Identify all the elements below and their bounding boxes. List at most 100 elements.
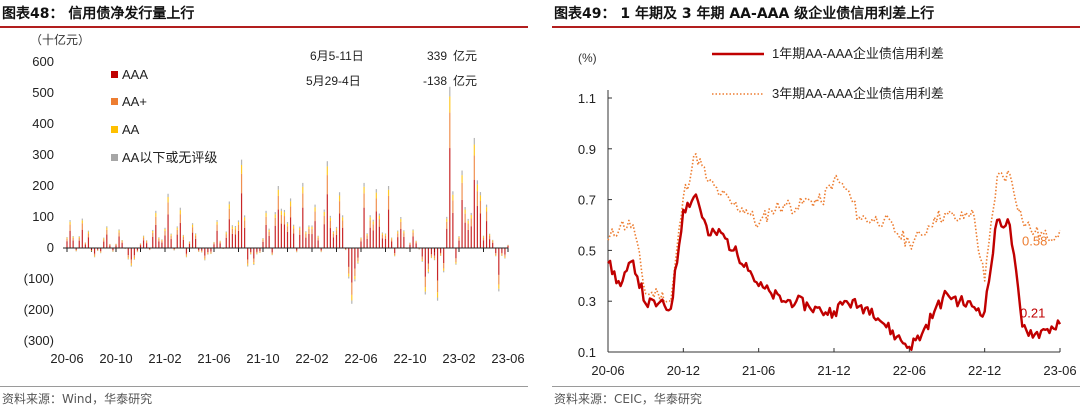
bar-segment-aaa: [127, 248, 129, 256]
bar-segment-aaa: [311, 234, 313, 248]
bar-segment-aa: [397, 231, 399, 234]
bar-segment-aa: [314, 207, 316, 212]
bar-segment-below-aa: [90, 251, 93, 252]
bar-segment-below-aa: [198, 251, 200, 253]
bar-segment-aa-plus: [170, 235, 172, 240]
bar-segment-below-aa: [455, 263, 457, 265]
bar-segment-aaa: [332, 237, 335, 248]
bar-segment-aaa: [93, 248, 96, 254]
bar-segment-aa-plus: [449, 112, 451, 149]
bar-segment-aaa: [366, 238, 368, 248]
bar-segment-aa-plus: [326, 175, 328, 195]
x-tick-label: 20-12: [667, 363, 700, 378]
y-tick-label: (300): [24, 333, 54, 348]
bar-segment-aaa: [118, 236, 120, 248]
bar-segment-below-aa: [476, 180, 478, 185]
bar-segment-aa-plus: [118, 232, 120, 237]
bar-segment-below-aa: [244, 215, 246, 218]
bar-segment-aa: [378, 215, 380, 220]
bar-segment-aa: [81, 220, 83, 224]
bar-segment-aa: [274, 214, 276, 218]
source-rule: [0, 386, 528, 387]
bar-segment-below-aa: [461, 170, 463, 176]
bar-segment-below-aa: [492, 239, 494, 241]
bar-segment-aa: [219, 241, 221, 242]
bar-segment-aa: [464, 209, 466, 214]
bar-segment-aaa: [412, 236, 414, 248]
bar-segment-below-aa: [191, 223, 194, 225]
bar-segment-aaa: [139, 245, 142, 248]
bar-segment-below-aa: [234, 225, 237, 228]
bar-segment-aaa: [485, 221, 488, 248]
bar-segment-aa: [436, 292, 439, 298]
bar-segment-aaa: [351, 248, 353, 283]
bar-segment-aaa: [179, 223, 181, 248]
bar-segment-aa-plus: [433, 255, 436, 259]
bar-segment-aaa: [271, 248, 273, 253]
bar-segment-aa: [188, 241, 191, 243]
bar-segment-aa: [498, 284, 500, 289]
bar-segment-below-aa: [400, 217, 402, 219]
bar-segment-aaa: [75, 248, 77, 250]
bar-segment-aaa: [155, 224, 157, 248]
bar-segment-aa: [433, 258, 436, 260]
bar-segment-below-aa: [369, 215, 371, 218]
bar-segment-below-aa: [436, 297, 439, 301]
bar-segment-aaa: [283, 224, 286, 248]
bar-segment-below-aa: [112, 251, 114, 252]
bar-segment-below-aa: [372, 219, 374, 222]
bar-segment-below-aa: [93, 256, 96, 258]
bar-segment-below-aa: [409, 242, 411, 244]
bar-segment-aa: [115, 243, 117, 245]
bar-segment-below-aa: [397, 230, 399, 232]
bar-segment-below-aa: [103, 237, 105, 239]
bar-segment-aaa: [342, 227, 344, 248]
bar-segment-aaa: [299, 234, 301, 248]
bar-segment-aa: [299, 227, 301, 231]
bar-segment-aa: [485, 207, 488, 212]
y-tick-label: 600: [32, 54, 54, 69]
bar-segment-below-aa: [378, 213, 380, 216]
bar-segment-aa-plus: [161, 240, 163, 243]
bar-segment-aa-plus: [372, 224, 374, 231]
bar-segment-below-aa: [130, 265, 132, 267]
bar-segment-aa-plus: [335, 230, 338, 235]
bar-segment-below-aa: [256, 253, 258, 255]
x-tick-label: 21-10: [246, 351, 279, 366]
bar-segment-aa-plus: [436, 280, 439, 293]
bar-segment-below-aa: [195, 233, 197, 235]
bar-segment-aaa: [237, 230, 240, 248]
bar-segment-below-aa: [201, 252, 203, 253]
bar-segment-aaa: [195, 238, 197, 248]
bar-segment-below-aa: [161, 239, 163, 240]
bar-segment-aaa: [308, 234, 310, 248]
bar-segment-aaa: [470, 226, 472, 248]
x-tick-label: 22-10: [393, 351, 426, 366]
bar-segment-below-aa: [482, 235, 485, 237]
bar-segment-aaa: [149, 248, 151, 250]
bar-segment-aa: [164, 228, 166, 232]
bar-segment-aaa: [188, 243, 191, 248]
bar-segment-aa-plus: [271, 252, 273, 254]
bar-segment-aa-plus: [299, 230, 301, 235]
legend-label: AA+: [122, 94, 147, 109]
bar-segment-aa-plus: [72, 237, 74, 241]
bar-segment-aaa: [158, 241, 160, 248]
bar-segment-aa-plus: [185, 253, 188, 256]
bar-segment-aa: [311, 226, 313, 230]
bar-segment-aa-plus: [452, 200, 454, 213]
bar-segment-aa-plus: [485, 211, 488, 222]
series-line-1y: [607, 193, 1062, 351]
bar-segment-aa: [357, 261, 359, 263]
bar-segment-aa: [326, 166, 328, 176]
bar-segment-below-aa: [366, 233, 368, 235]
bar-segment-aa: [240, 164, 243, 174]
bar-segment-aa-plus: [133, 255, 135, 258]
bar-segment-below-aa: [139, 243, 142, 244]
bar-segment-aa-plus: [121, 241, 123, 244]
bar-segment-aaa: [436, 248, 439, 281]
bar-segment-aa-plus: [384, 235, 387, 239]
bar-segment-below-aa: [289, 198, 292, 202]
bar-segment-below-aa: [265, 210, 267, 214]
bar-segment-below-aa: [495, 255, 497, 257]
